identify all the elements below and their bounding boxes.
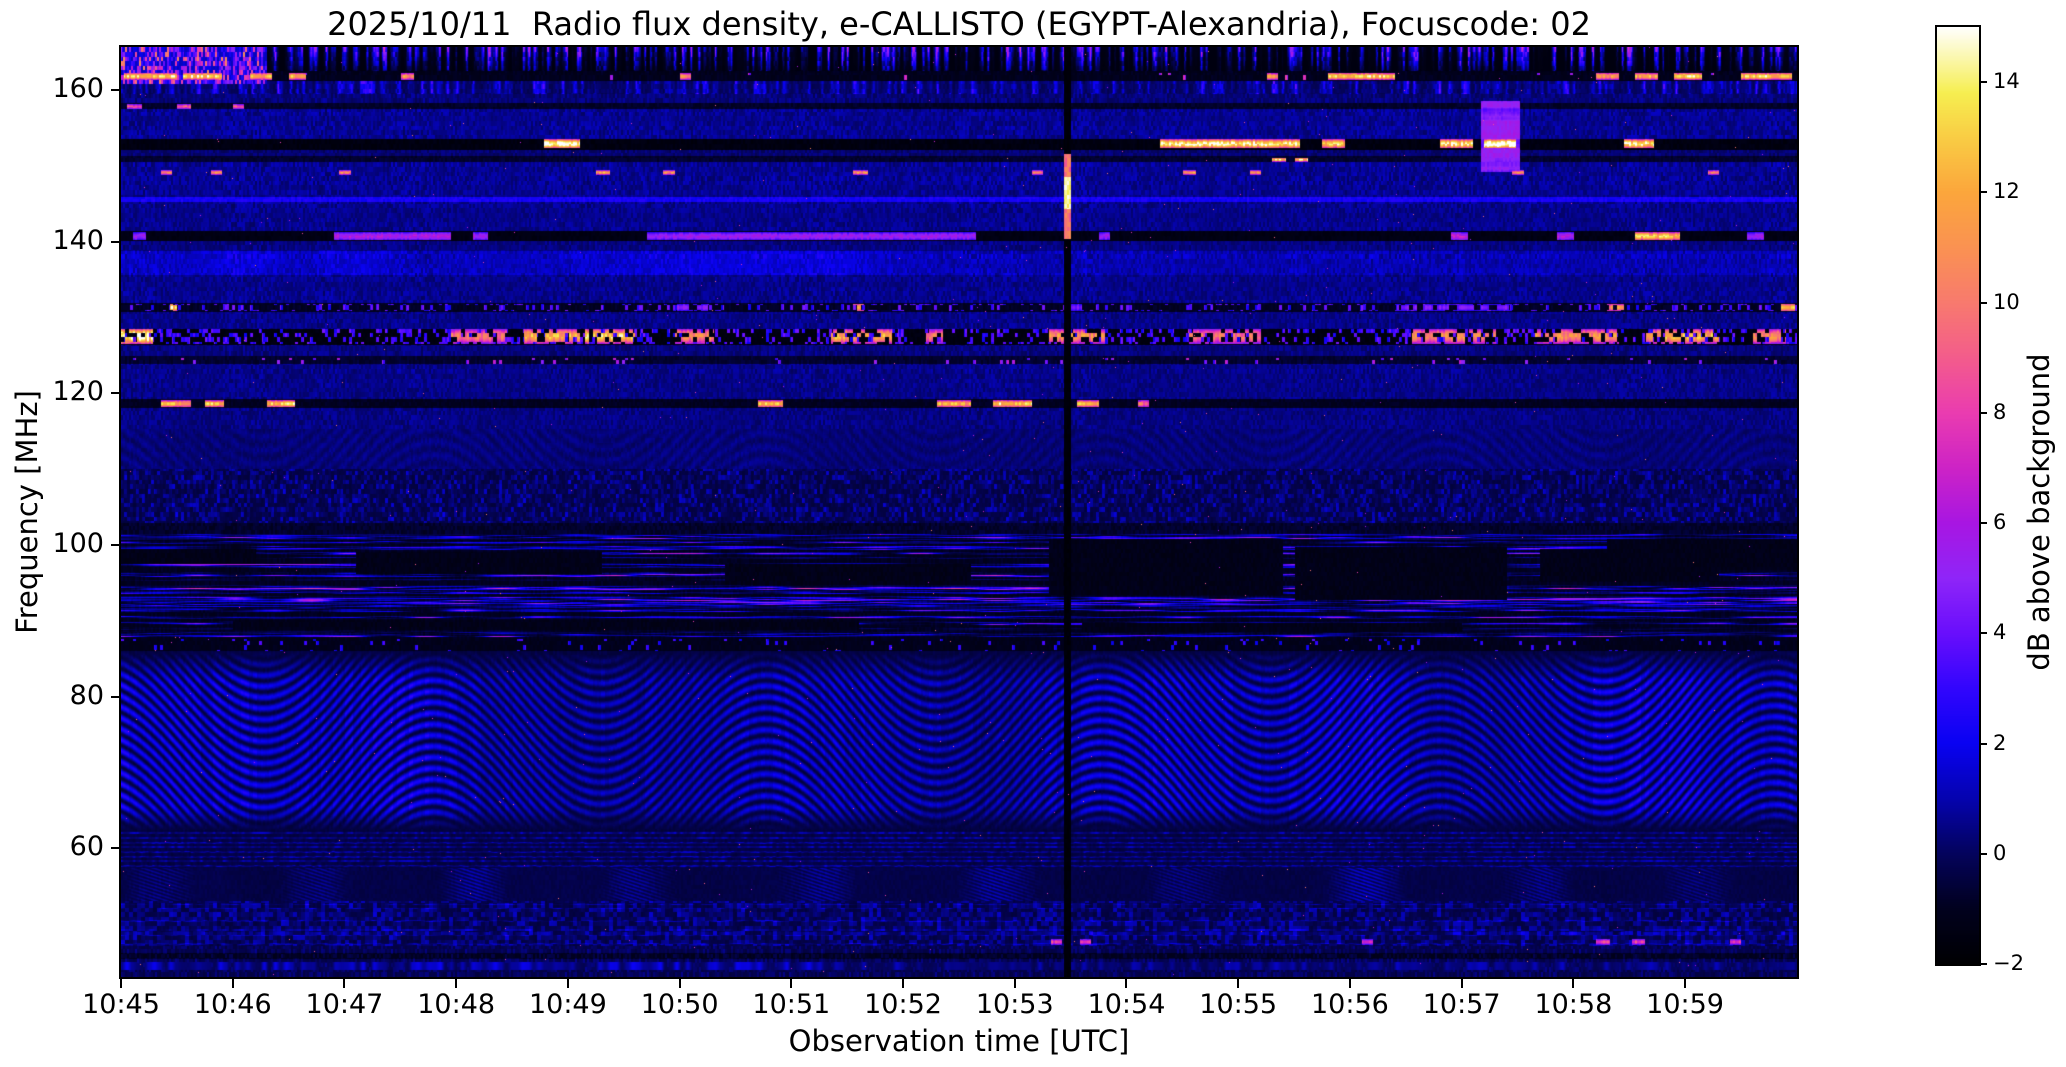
colorbar-tick-mark — [1979, 852, 1987, 855]
x-tick-mark — [1348, 978, 1351, 988]
y-tick-label: 120 — [52, 376, 104, 408]
x-tick-mark — [1684, 978, 1687, 988]
x-tick-mark — [343, 978, 346, 988]
x-tick-label: 10:47 — [305, 989, 384, 1020]
colorbar-frame — [1935, 25, 1981, 966]
x-tick-label: 10:48 — [417, 989, 496, 1020]
y-tick-label: 80 — [69, 679, 104, 711]
x-tick-label: 10:51 — [752, 989, 831, 1020]
x-tick-mark — [455, 978, 458, 988]
spectrogram-heatmap — [121, 47, 1797, 977]
y-tick-label: 100 — [52, 528, 104, 559]
x-tick-label: 10:58 — [1534, 989, 1613, 1020]
x-tick-label: 10:59 — [1646, 989, 1724, 1020]
y-axis-label: Frequency [MHz] — [10, 390, 44, 634]
x-tick-mark — [1237, 978, 1240, 988]
x-tick-label: 10:54 — [1087, 989, 1166, 1020]
x-tick-mark — [1013, 978, 1016, 988]
y-tick-mark — [111, 240, 121, 243]
y-tick-mark — [111, 89, 121, 92]
x-tick-mark — [1460, 978, 1463, 988]
colorbar-tick-label: 2 — [1993, 730, 2007, 755]
x-tick-label: 10:46 — [193, 989, 272, 1020]
colorbar-tick-mark — [1979, 963, 1987, 965]
colorbar-tick-label: 8 — [1993, 399, 2007, 424]
colorbar-tick-mark — [1979, 522, 1987, 525]
x-tick-label: 10:45 — [82, 989, 160, 1020]
x-tick-label: 10:57 — [1422, 989, 1501, 1020]
colorbar-tick-mark — [1979, 301, 1987, 304]
y-tick-label: 140 — [52, 224, 104, 256]
colorbar-tick-mark — [1979, 191, 1987, 194]
x-tick-mark — [902, 978, 905, 988]
chart-title: 2025/10/11 Radio flux density, e-CALLIST… — [327, 5, 1591, 43]
colorbar-tick-mark — [1979, 411, 1987, 414]
y-tick-label: 160 — [52, 73, 104, 105]
x-tick-label: 10:56 — [1311, 989, 1389, 1020]
y-tick-mark — [111, 695, 121, 698]
x-tick-label: 10:50 — [640, 989, 719, 1020]
colorbar-tick-label: 4 — [1993, 620, 2007, 645]
colorbar-tick-label: 14 — [1993, 69, 2020, 94]
y-tick-mark — [111, 392, 121, 395]
colorbar-tick-label: 10 — [1993, 289, 2020, 314]
x-tick-label: 10:49 — [528, 989, 607, 1020]
colorbar-tick-label: 0 — [1993, 840, 2007, 865]
plot-frame — [119, 45, 1799, 979]
x-tick-mark — [120, 978, 122, 988]
colorbar-tick-label: 12 — [1993, 179, 2020, 204]
x-tick-mark — [1572, 978, 1575, 988]
colorbar-tick-mark — [1979, 742, 1987, 745]
x-tick-label: 10:52 — [864, 989, 942, 1020]
x-tick-label: 10:55 — [1199, 989, 1278, 1020]
colorbar-tick-mark — [1979, 81, 1987, 84]
colorbar-gradient — [1937, 27, 1979, 964]
y-tick-label: 60 — [69, 831, 104, 863]
colorbar-tick-mark — [1979, 632, 1987, 635]
x-axis-label: Observation time [UTC] — [788, 1024, 1130, 1058]
x-tick-mark — [678, 978, 681, 988]
x-tick-label: 10:53 — [975, 989, 1054, 1020]
x-tick-mark — [1125, 978, 1128, 988]
colorbar-tick-label: 6 — [1993, 510, 2007, 535]
x-tick-mark — [231, 978, 234, 988]
x-tick-mark — [566, 978, 569, 988]
y-tick-mark — [111, 847, 121, 850]
x-tick-mark — [790, 978, 793, 988]
y-tick-mark — [111, 544, 121, 546]
colorbar-tick-label: −2 — [1993, 951, 2024, 975]
